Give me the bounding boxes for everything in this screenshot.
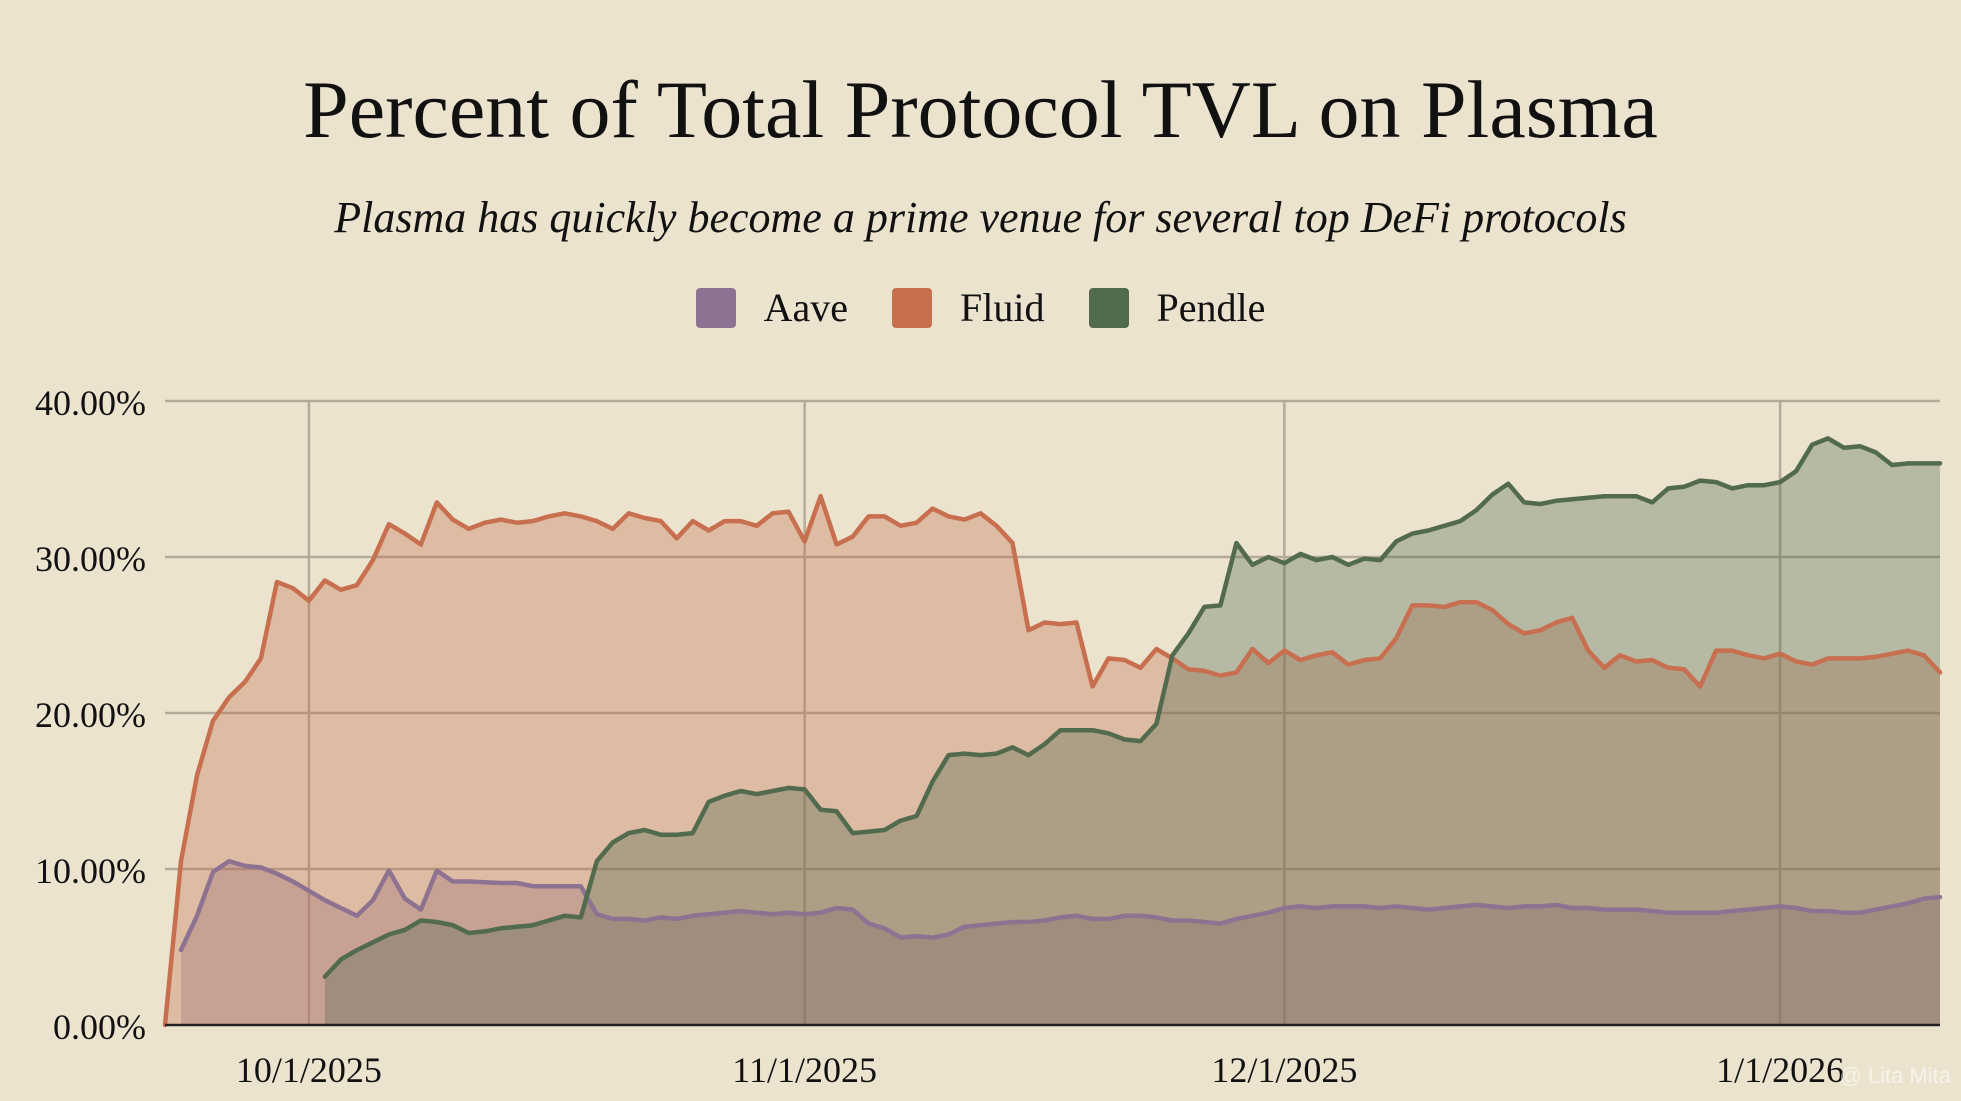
legend-swatch-fluid — [892, 287, 933, 328]
legend-label-fluid: Fluid — [960, 285, 1045, 330]
watermark: @ Lita Mita — [1839, 1063, 1951, 1088]
y-tick-label: 10.00% — [35, 851, 146, 891]
series-area-fluid — [165, 496, 1940, 1025]
x-tick-label: 11/1/2025 — [732, 1050, 877, 1090]
chart-title: Percent of Total Protocol TVL on Plasma — [303, 64, 1658, 155]
legend-label-pendle: Pendle — [1156, 285, 1266, 330]
series-area-pendle — [324, 438, 1940, 1025]
y-tick-label: 20.00% — [35, 695, 146, 735]
series-line-fluid — [162, 493, 1943, 1028]
x-tick-label: 12/1/2025 — [1211, 1050, 1357, 1090]
y-tick-label: 0.00% — [53, 1007, 146, 1047]
y-tick-label: 40.00% — [35, 383, 146, 423]
legend-label-aave: Aave — [763, 285, 849, 330]
series-area-aave — [181, 861, 1940, 1025]
chart-legend: Aave Fluid Pendle — [0, 284, 1961, 331]
x-tick-label: 10/1/2025 — [236, 1050, 382, 1090]
legend-item-fluid: Fluid — [892, 284, 1045, 331]
legend-swatch-pendle — [1088, 287, 1129, 328]
series-line-pendle — [322, 436, 1943, 979]
legend-item-aave: Aave — [695, 284, 849, 331]
y-tick-label: 30.00% — [35, 539, 146, 579]
legend-swatch-aave — [695, 287, 736, 328]
series-line-aave — [178, 858, 1943, 953]
chart-subtitle: Plasma has quickly become a prime venue … — [334, 193, 1627, 242]
legend-item-pendle: Pendle — [1088, 284, 1266, 331]
x-tick-label: 1/1/2026 — [1716, 1050, 1844, 1090]
